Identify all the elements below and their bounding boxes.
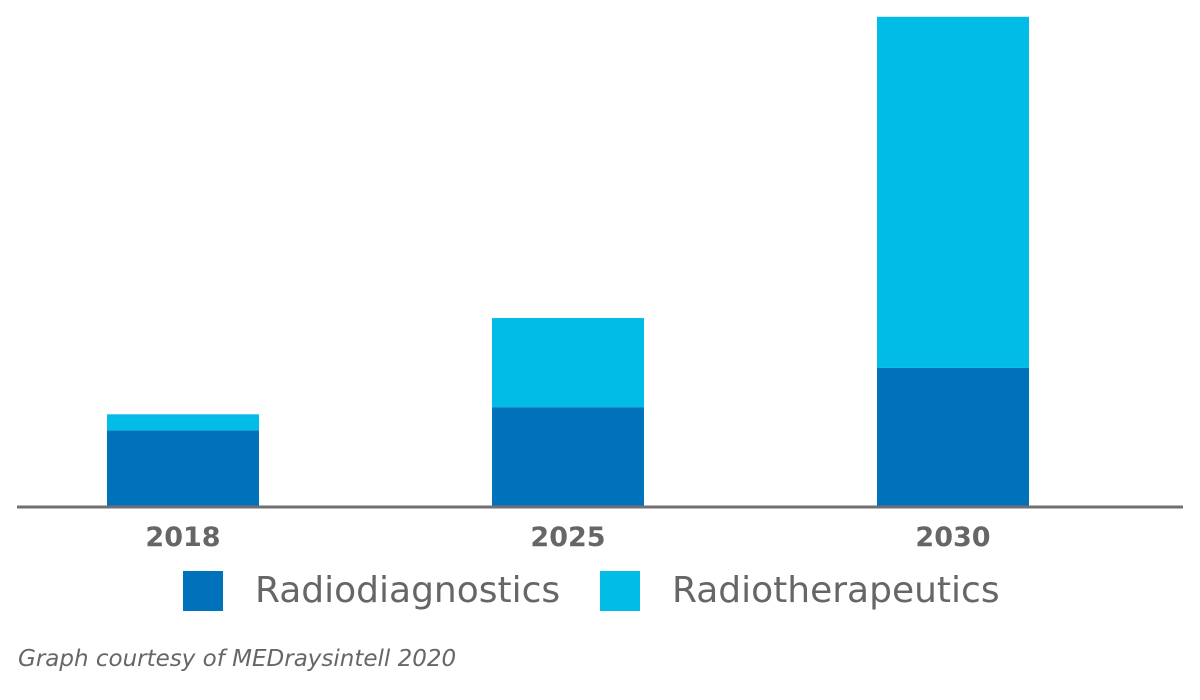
bar-radiodiagnostics-2025 [492,407,644,507]
bar-radiotherapeutics-2018 [107,414,259,431]
legend: Radiodiagnostics Radiotherapeutics [0,570,1200,622]
legend-label-radiodiagnostics: Radiodiagnostics [255,570,561,611]
x-tick-labels: 2018 2025 2030 [145,522,990,553]
stacked-bar-chart: 2018 2025 2030 [17,16,1183,553]
x-tick-label-2030: 2030 [915,522,990,553]
legend-swatch-radiodiagnostics [183,570,223,611]
legend-swatch-radiotherapeutics [600,570,640,611]
bar-radiodiagnostics-2030 [877,367,1029,507]
bar-radiotherapeutics-2030 [877,16,1029,368]
bars-group [107,16,1029,507]
x-tick-label-2018: 2018 [145,522,220,553]
source-note: Graph courtesy of MEDraysintell 2020 [18,646,457,672]
legend-label-radiotherapeutics: Radiotherapeutics [672,570,1000,611]
legend-item-radiotherapeutics: Radiotherapeutics [600,570,1000,611]
x-tick-label-2025: 2025 [530,522,605,553]
legend-item-radiodiagnostics: Radiodiagnostics [183,570,560,611]
bar-radiotherapeutics-2025 [492,318,644,408]
bar-radiodiagnostics-2018 [107,430,259,507]
